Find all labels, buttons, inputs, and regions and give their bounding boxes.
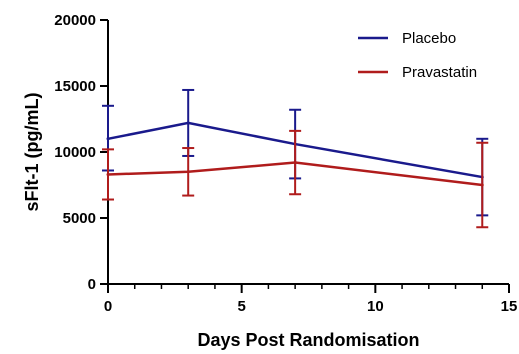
y-axis-title: sFlt-1 (pg/mL) [22,93,42,212]
x-axis-title: Days Post Randomisation [197,330,419,350]
y-tick-label: 10000 [54,144,96,161]
legend-label: Placebo [402,30,456,47]
data-point [186,121,190,125]
x-tick-label: 15 [501,298,518,315]
series-line [107,161,483,187]
data-point [480,183,484,187]
data-point [293,161,297,165]
y-tick-label: 15000 [54,78,96,95]
series-pravastatin [102,129,489,229]
series-line [107,121,483,179]
x-axis: 0 5 10 15 [104,283,518,315]
data-point [106,172,110,176]
y-axis: 0 5000 10000 15000 20000 [54,12,109,293]
series-group [102,88,489,229]
x-tick-label: 10 [367,298,384,315]
data-point [106,137,110,141]
x-tick-label: 0 [104,298,112,315]
legend-label: Pravastatin [402,64,477,81]
y-tick-label: 20000 [54,12,96,29]
x-tick-label: 5 [237,298,245,315]
y-tick-label: 0 [88,276,96,293]
legend: Placebo Pravastatin [358,30,477,81]
data-point [186,170,190,174]
y-tick-label: 5000 [63,210,96,227]
